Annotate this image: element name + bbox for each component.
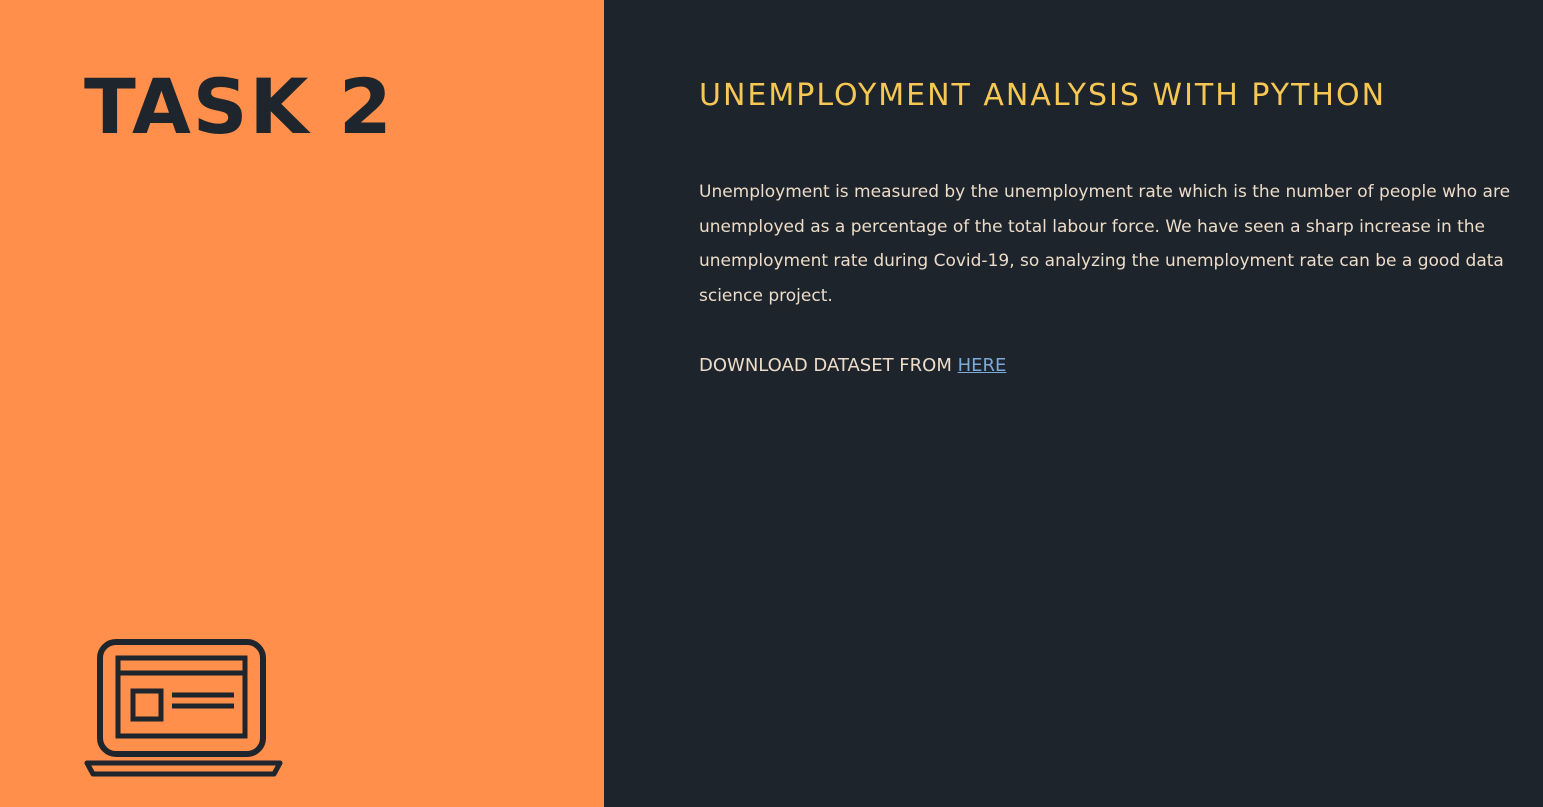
download-line: DOWNLOAD DATASET FROM HERE xyxy=(699,349,1006,383)
download-link[interactable]: HERE xyxy=(957,355,1007,376)
section-heading: UNEMPLOYMENT ANALYSIS WITH PYTHON xyxy=(699,78,1387,113)
description-paragraph: Unemployment is measured by the unemploy… xyxy=(699,182,1511,306)
left-panel: TASK 2 xyxy=(0,0,604,807)
download-prefix: DOWNLOAD DATASET FROM xyxy=(699,355,958,376)
task-title: TASK 2 xyxy=(84,62,394,151)
laptop-icon xyxy=(84,639,283,777)
right-panel: UNEMPLOYMENT ANALYSIS WITH PYTHON Unempl… xyxy=(604,0,1543,807)
